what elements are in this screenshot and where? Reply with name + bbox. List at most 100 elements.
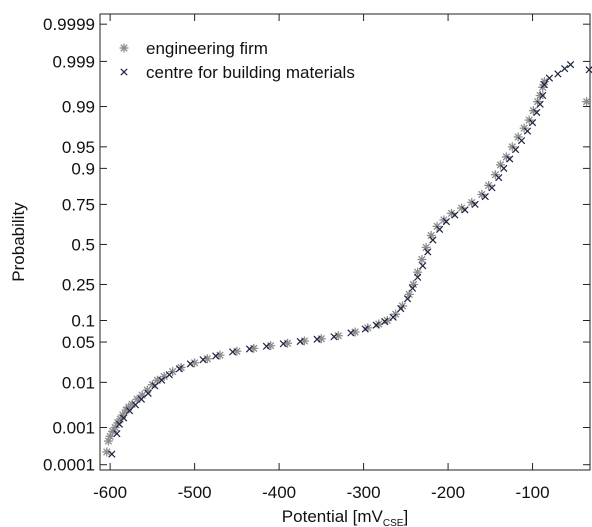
y-tick-label: 0.25 [62, 275, 95, 294]
data-point [408, 284, 417, 292]
data-point [115, 420, 124, 428]
x-axis-title-subscript: CSE [383, 518, 404, 527]
data-point [457, 203, 467, 213]
data-point [528, 119, 537, 127]
data-point [536, 100, 544, 108]
legend-symbol [120, 68, 128, 76]
data-point [461, 206, 469, 214]
data-point [413, 267, 423, 277]
legend-label-centre-for-building-materials: centre for building materials [146, 63, 355, 82]
x-tick-label: -500 [178, 483, 212, 502]
x-tick-label: -300 [347, 483, 381, 502]
data-point [330, 333, 338, 341]
data-point [175, 365, 184, 373]
y-tick-label: 0.001 [52, 418, 95, 437]
legend-marker-centre-for-building-materials [120, 68, 128, 76]
data-point [137, 395, 146, 403]
series-centre-for-building-materials [108, 60, 592, 458]
data-point [296, 337, 304, 346]
x-tick-label: -600 [93, 483, 127, 502]
data-point [528, 106, 538, 116]
data-point [495, 160, 505, 170]
data-point [435, 225, 444, 234]
y-tick-label: 0.0001 [43, 456, 95, 475]
y-axis-title: Probability [9, 202, 28, 282]
data-point [361, 325, 369, 333]
data-point [262, 342, 271, 350]
legend-symbol [119, 43, 129, 53]
data-point [517, 136, 526, 145]
data-point [501, 152, 511, 162]
data-point [381, 317, 389, 326]
legend-label-engineering-firm: engineering firm [146, 39, 268, 58]
legend: engineering firm centre for building mat… [119, 39, 355, 82]
x-axis: -600 -500 -400 -300 -200 -100 [93, 14, 550, 502]
data-point [500, 164, 508, 173]
data-point [488, 184, 496, 192]
data-point [484, 180, 494, 190]
x-tick-label: -100 [516, 483, 550, 502]
data-point [110, 422, 120, 432]
data-point [481, 192, 489, 201]
data-point [199, 356, 207, 364]
data-point [506, 155, 514, 163]
data-point [279, 340, 287, 348]
data-point [245, 345, 254, 353]
data-point [523, 127, 532, 135]
data-point [151, 382, 159, 390]
data-point [113, 430, 121, 438]
data-point [347, 329, 355, 337]
data-point [419, 262, 427, 270]
data-point [429, 236, 437, 244]
data-point [372, 321, 380, 329]
data-point [165, 371, 173, 379]
data-point [467, 198, 477, 208]
y-tick-label: 0.05 [62, 333, 95, 352]
data-point [424, 248, 432, 256]
data-point [540, 81, 549, 89]
x-axis-title: Potential [mVCSE] [282, 507, 408, 527]
data-point [403, 295, 412, 303]
data-point [333, 331, 343, 341]
data-point [397, 304, 405, 313]
legend-marker-engineering-firm [119, 43, 129, 53]
data-point [446, 208, 456, 218]
data-point [585, 66, 592, 74]
y-tick-label: 0.5 [71, 235, 95, 254]
data-points [102, 60, 592, 458]
data-point [229, 348, 237, 356]
data-point [512, 145, 520, 154]
data-point [495, 173, 503, 182]
data-point [545, 74, 554, 82]
y-tick-label: 0.9 [71, 159, 95, 178]
data-point [190, 358, 200, 368]
y-tick-label: 0.99 [62, 98, 95, 117]
data-point [539, 91, 547, 100]
data-point [212, 352, 220, 360]
y-axis: 0.0001 0.001 0.01 0.05 0.1 0.25 0.5 0.75 0.9 0.95… [43, 15, 590, 475]
data-point [131, 401, 140, 409]
data-point [108, 450, 116, 458]
x-tick-label: -400 [262, 483, 296, 502]
x-axis-title-main: Potential [mV [282, 507, 384, 526]
data-point [414, 273, 422, 281]
plot-area [99, 13, 591, 471]
data-point [426, 230, 436, 240]
data-point [144, 389, 152, 397]
data-point [439, 215, 449, 225]
data-point [442, 217, 451, 226]
y-tick-label: 0.01 [62, 373, 95, 392]
data-point [477, 189, 487, 199]
x-tick-label: -200 [431, 483, 465, 502]
data-point [582, 97, 592, 107]
y-tick-label: 0.95 [62, 138, 95, 157]
y-tick-label: 0.75 [62, 195, 95, 214]
data-point [313, 335, 321, 343]
data-point [451, 211, 459, 219]
data-point [554, 70, 562, 78]
plot-frame [99, 13, 591, 471]
data-point [158, 376, 166, 384]
y-tick-label: 0.1 [71, 312, 95, 331]
data-point [186, 360, 195, 368]
data-point [389, 313, 397, 321]
